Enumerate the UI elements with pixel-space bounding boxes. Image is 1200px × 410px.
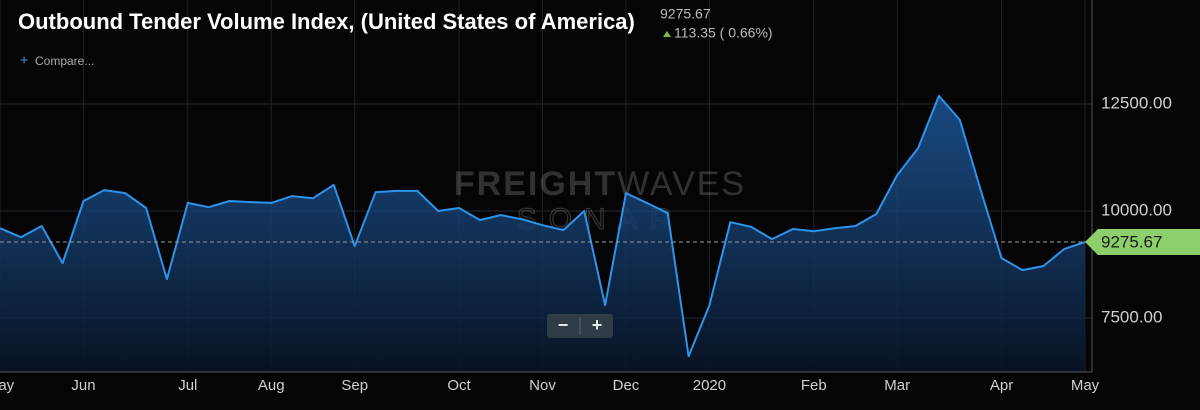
x-tick-label: Dec: [613, 377, 640, 394]
x-tick-label: Oct: [447, 377, 471, 394]
x-tick-label: Sep: [341, 377, 368, 394]
zoom-out[interactable]: −: [558, 315, 569, 335]
x-tick-label: Jun: [71, 377, 95, 394]
x-tick-label: Mar: [884, 377, 910, 394]
watermark-light: WAVES: [617, 165, 746, 203]
x-tick-label: Apr: [990, 377, 1013, 394]
watermark-bold: FREIGHT: [454, 165, 617, 203]
x-tick-label: 2020: [693, 377, 726, 394]
watermark-brand: FREIGHTWAVES: [454, 165, 746, 203]
compare-icon: +: [20, 52, 28, 68]
axes: 7500.00 10000.00 12500.00 May Jun Jul Aug Sep Oc…: [0, 94, 1200, 394]
chart-title: Outbound Tender Volume Index, (United St…: [18, 9, 635, 34]
x-tick-label: May: [0, 377, 15, 394]
up-arrow: [663, 31, 671, 37]
last-value-label: 9275.67: [1101, 233, 1162, 252]
x-tick-label: Nov: [529, 377, 556, 394]
compare-button[interactable]: + Compare...: [20, 52, 94, 68]
y-tick-label: 7500.00: [1101, 308, 1162, 327]
area: [0, 95, 1085, 373]
compare-label[interactable]: Compare...: [35, 54, 94, 68]
plot: [0, 94, 1092, 373]
change: 113.35 ( 0.66%): [674, 25, 773, 41]
last-value: 9275.67: [660, 6, 711, 22]
x-tick-label: Aug: [258, 377, 285, 394]
zoom-in[interactable]: +: [592, 315, 603, 335]
x-tick-label: Feb: [801, 377, 827, 394]
x-tick-label: Jul: [178, 377, 197, 394]
y-tick-label: 12500.00: [1101, 94, 1172, 113]
last-value-tag: [1085, 229, 1200, 256]
x-tick-label: May: [1071, 377, 1100, 394]
line: [0, 94, 1086, 358]
y-tick-label: 10000.00: [1101, 201, 1172, 220]
